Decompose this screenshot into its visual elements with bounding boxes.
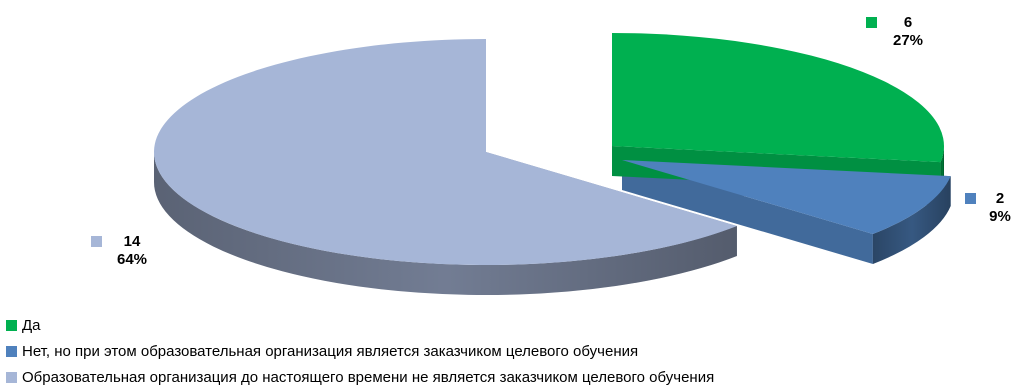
- data-label-swatch-no-customer: [965, 193, 976, 204]
- data-label-percent-no-customer: 9%: [989, 208, 1011, 225]
- data-label-value-not-customer: 14: [124, 233, 141, 250]
- slice-no-customer-radial-side-1: [622, 160, 873, 264]
- legend-swatch-yes: [6, 319, 17, 331]
- data-label-percent-not-customer: 64%: [117, 251, 147, 268]
- legend-item-yes: Да: [6, 312, 714, 338]
- legend-item-not-customer: Образовательная организация до настоящег…: [6, 364, 714, 390]
- slice-not-customer: [154, 39, 737, 265]
- data-label-swatch-yes: [866, 17, 877, 28]
- legend-swatch-no-customer: [6, 345, 17, 357]
- slice-yes: [612, 33, 944, 163]
- data-label-value-yes: 6: [904, 14, 912, 31]
- data-label-value-no-customer: 2: [996, 190, 1004, 207]
- legend-swatch-not-customer: [6, 371, 17, 383]
- slice-no-customer: [622, 160, 951, 234]
- legend-label-not-customer: Образовательная организация до настоящег…: [22, 368, 715, 386]
- data-label-swatch-not-customer: [91, 236, 102, 247]
- legend: Да Нет, но при этом образовательная орга…: [6, 312, 714, 390]
- legend-label-yes: Да: [22, 316, 41, 334]
- legend-item-no-customer: Нет, но при этом образовательная организ…: [6, 338, 714, 364]
- legend-label-no-customer: Нет, но при этом образовательная организ…: [22, 342, 639, 360]
- data-label-percent-yes: 27%: [893, 32, 923, 49]
- slice-not-customer-rim-shade-0: [153, 152, 737, 295]
- slice-no-customer-rim-shade-0: [872, 176, 951, 264]
